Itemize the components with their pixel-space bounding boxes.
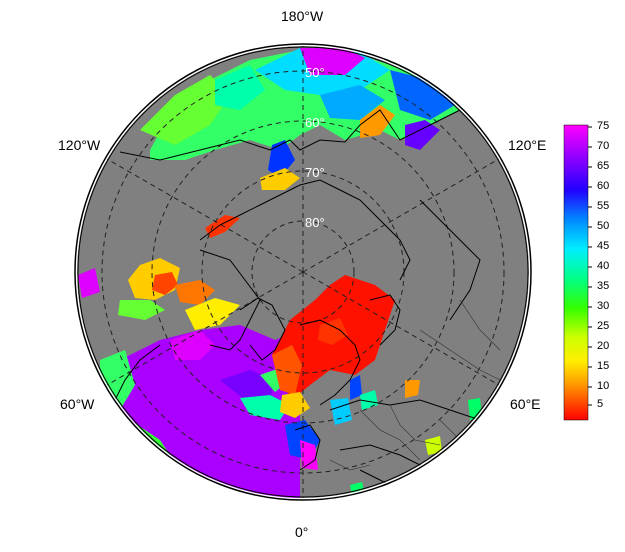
colorbar-label-65: 65: [597, 160, 610, 172]
baffin-field: [78, 258, 240, 330]
lat-label-80: 80°: [305, 215, 325, 230]
lon-label-0: 0°: [295, 524, 309, 540]
lat-label-60: 60°: [305, 115, 325, 130]
colorbar-label-35: 35: [597, 280, 610, 292]
colorbar-label-60: 60: [597, 180, 610, 192]
colorbar-label-70: 70: [597, 140, 610, 152]
lon-label-60e: 60°E: [510, 396, 541, 412]
colorbar: [563, 124, 589, 421]
colorbar-label-5: 5: [597, 398, 604, 410]
lon-label-60w: 60°W: [60, 396, 95, 412]
laptev-strip: [205, 215, 240, 238]
colorbar-label-30: 30: [597, 300, 610, 312]
country-borders: [329, 299, 501, 471]
colorbar-ticks: [588, 126, 592, 406]
colorbar-label-55: 55: [597, 200, 610, 212]
colorbar-label-75: 75: [597, 120, 610, 132]
map-border-outer: [74, 43, 532, 501]
colorbar-label-40: 40: [597, 260, 610, 272]
colorbar-label-25: 25: [597, 320, 610, 332]
colorbar-label-50: 50: [597, 220, 610, 232]
lon-label-180w: 180°W: [281, 8, 324, 24]
pacific-field: [140, 48, 460, 190]
colorbar-label-20: 20: [597, 340, 610, 352]
lon-label-120e: 120°E: [508, 137, 547, 153]
colorbar-label-45: 45: [597, 240, 610, 252]
colorbar-label-10: 10: [597, 380, 610, 392]
colorbar-label-15: 15: [597, 360, 610, 372]
lat-label-50: 50°: [305, 65, 325, 80]
lon-label-120w: 120°W: [58, 137, 101, 153]
sea-patch-caspian: [425, 436, 442, 455]
lat-label-70: 70°: [305, 165, 325, 180]
map-border-inner: [77, 46, 529, 498]
